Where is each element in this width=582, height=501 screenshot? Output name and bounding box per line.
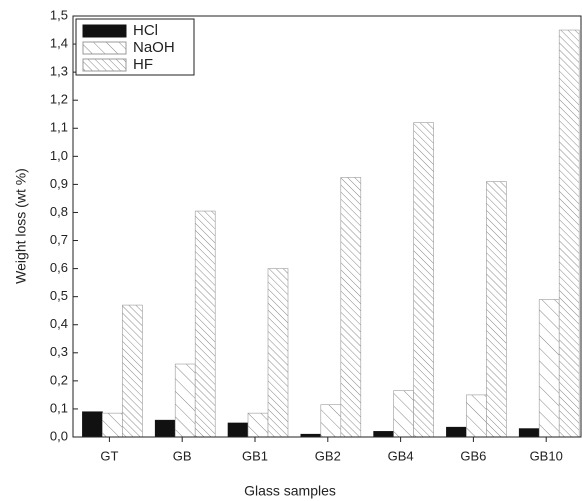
- y-tick-label: 0,1: [50, 400, 68, 415]
- bar: [82, 411, 103, 438]
- x-tick-label: GB: [173, 448, 192, 463]
- bar: [393, 390, 414, 438]
- bar: [227, 422, 249, 438]
- y-tick-label: 1,3: [50, 64, 68, 79]
- x-axis-title: Glass samples: [244, 483, 336, 499]
- bar: [466, 394, 487, 438]
- y-tick-label: 0,5: [50, 288, 68, 303]
- bar: [446, 426, 467, 438]
- x-tick-label: GB2: [315, 448, 341, 463]
- legend-swatch: [82, 24, 127, 38]
- bar: [518, 428, 540, 438]
- y-tick-label: 1,4: [50, 36, 68, 51]
- y-tick-label: 0,3: [50, 344, 68, 359]
- bar: [174, 363, 196, 438]
- x-tick-label: GT: [100, 448, 118, 463]
- bar: [413, 122, 434, 438]
- legend-label: HCl: [133, 22, 158, 39]
- legend-label: HF: [133, 56, 153, 73]
- x-tick-label: GB6: [460, 448, 486, 463]
- bar: [538, 299, 560, 438]
- y-tick-label: 0,7: [50, 232, 68, 247]
- y-tick-label: 1,5: [50, 7, 68, 22]
- bar: [558, 29, 580, 438]
- bar: [154, 419, 176, 438]
- legend-swatch: [82, 58, 127, 72]
- y-tick-label: 0,0: [50, 428, 68, 443]
- y-tick-label: 0,2: [50, 372, 68, 387]
- bar: [320, 404, 342, 438]
- y-tick-label: 0,4: [50, 316, 68, 331]
- bar: [486, 181, 507, 438]
- bar: [102, 412, 123, 438]
- bar: [340, 177, 362, 438]
- plot-frame: [72, 15, 582, 438]
- bar: [122, 304, 143, 438]
- legend-swatch: [82, 41, 127, 55]
- x-tick-label: GB1: [242, 448, 268, 463]
- y-tick-label: 1,0: [50, 148, 68, 163]
- x-tick-label: GB10: [530, 448, 563, 463]
- bar: [194, 210, 216, 438]
- y-axis-title: Weight loss (wt %): [13, 168, 29, 284]
- y-tick-label: 0,6: [50, 260, 68, 275]
- y-tick-label: 0,9: [50, 176, 68, 191]
- x-tick-label: GB4: [388, 448, 414, 463]
- legend-label: NaOH: [133, 39, 175, 56]
- y-tick-label: 1,1: [50, 120, 68, 135]
- bar: [267, 268, 289, 438]
- y-tick-label: 1,2: [50, 92, 68, 107]
- y-tick-label: 0,8: [50, 204, 68, 219]
- bar: [247, 412, 269, 438]
- bar: [373, 431, 394, 438]
